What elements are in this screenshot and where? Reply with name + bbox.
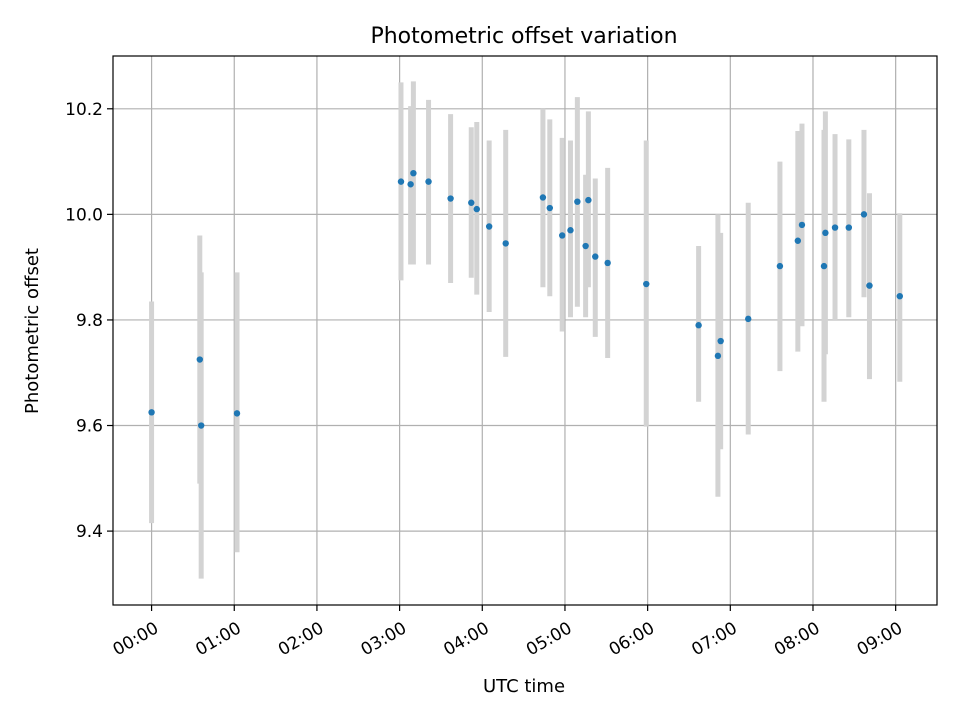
data-point bbox=[559, 232, 566, 239]
y-axis-ticks: 9.4 9.6 9.8 10.0 10.2 bbox=[65, 100, 113, 542]
data-point bbox=[604, 259, 611, 267]
data-point bbox=[582, 242, 589, 250]
x-axis-label: UTC time bbox=[483, 676, 565, 697]
chart-title: Photometric offset variation bbox=[370, 24, 677, 49]
y-tick-label: 9.6 bbox=[76, 417, 103, 437]
data-point bbox=[822, 229, 829, 237]
error-bars bbox=[149, 81, 903, 579]
y-tick-label: 9.8 bbox=[76, 311, 103, 331]
data-point bbox=[695, 322, 702, 329]
x-tick-label: 05:00 bbox=[523, 618, 575, 660]
data-point bbox=[233, 410, 241, 417]
data-point bbox=[643, 280, 650, 288]
x-tick-label: 01:00 bbox=[192, 618, 244, 660]
data-point bbox=[776, 262, 784, 270]
data-point bbox=[197, 422, 205, 429]
data-point bbox=[407, 181, 414, 188]
y-tick-label: 10.0 bbox=[65, 205, 103, 225]
data-point bbox=[592, 253, 599, 260]
data-point bbox=[585, 196, 592, 204]
x-tick-label: 02:00 bbox=[275, 618, 327, 660]
data-point bbox=[196, 356, 204, 363]
data-point bbox=[410, 169, 417, 177]
plot-frame bbox=[112, 55, 938, 606]
x-tick-label: 08:00 bbox=[771, 618, 823, 660]
data-point bbox=[425, 178, 432, 185]
x-tick-label: 07:00 bbox=[688, 618, 740, 660]
data-point bbox=[485, 223, 493, 230]
data-point bbox=[567, 227, 574, 234]
data-point bbox=[794, 237, 802, 244]
data-point bbox=[502, 240, 509, 247]
data-point bbox=[397, 178, 405, 185]
data-point bbox=[468, 199, 475, 206]
data-point bbox=[574, 198, 581, 205]
y-tick-label: 10.2 bbox=[65, 100, 103, 120]
data-point bbox=[820, 262, 828, 270]
data-point bbox=[717, 337, 724, 345]
data-point bbox=[539, 194, 547, 201]
data-point bbox=[896, 292, 903, 300]
data-point bbox=[866, 282, 873, 289]
x-tick-label: 06:00 bbox=[606, 618, 658, 660]
data-point bbox=[745, 315, 752, 323]
y-axis-label: Photometric offset bbox=[22, 248, 43, 414]
data-point bbox=[148, 409, 155, 416]
y-tick-label: 9.4 bbox=[76, 522, 103, 542]
x-axis-ticks: 00:00 01:00 02:00 03:00 04:00 05:00 06:00 07:00… bbox=[110, 605, 906, 660]
data-point bbox=[714, 352, 722, 360]
x-tick-label: 00:00 bbox=[110, 618, 162, 660]
data-point bbox=[798, 221, 806, 229]
data-point bbox=[845, 224, 853, 231]
data-point bbox=[831, 224, 839, 231]
x-tick-label: 04:00 bbox=[440, 618, 492, 660]
data-point bbox=[447, 195, 454, 202]
x-tick-label: 03:00 bbox=[358, 618, 410, 660]
data-point bbox=[473, 205, 480, 213]
data-point bbox=[860, 211, 868, 218]
x-tick-label: 09:00 bbox=[854, 618, 906, 660]
data-points bbox=[148, 169, 903, 429]
data-point bbox=[546, 204, 554, 212]
